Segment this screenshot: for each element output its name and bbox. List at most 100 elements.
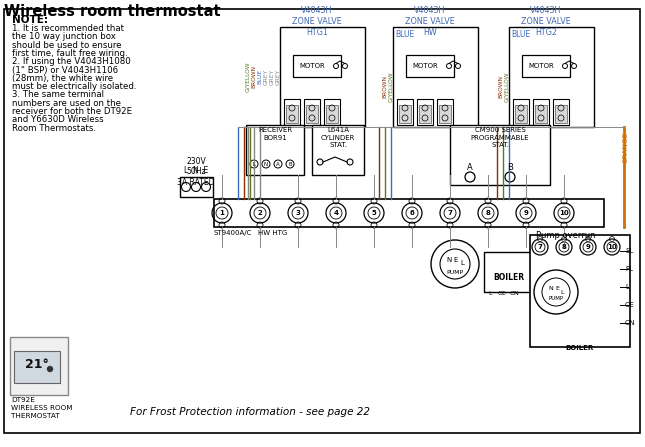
Text: 9: 9 [524,210,528,216]
Text: 3: 3 [295,210,301,216]
Text: L: L [460,260,464,266]
Text: the 10 way junction box: the 10 way junction box [12,32,116,41]
Text: MOTOR: MOTOR [299,63,325,69]
Bar [484,252,534,292]
Bar [14,351,60,383]
Bar [417,99,433,125]
Bar [293,55,341,77]
Text: V4043H
ZONE VALVE
HTG2: V4043H ZONE VALVE HTG2 [521,6,571,37]
Text: HW HTG: HW HTG [258,230,287,236]
Text: Wireless room thermostat: Wireless room thermostat [4,4,221,19]
Text: 8: 8 [562,244,566,250]
Text: SL: SL [625,248,633,254]
Bar [324,99,340,125]
Text: BOILER: BOILER [493,274,524,283]
Text: BROWN: BROWN [499,76,504,98]
Text: 5: 5 [372,210,377,216]
Text: Room Thermostats.: Room Thermostats. [12,124,96,133]
Bar [326,105,338,123]
Text: 1: 1 [219,210,224,216]
Text: 2: 2 [257,210,263,216]
Bar [513,99,529,125]
Text: L: L [625,284,629,290]
Text: 7: 7 [448,210,452,216]
Text: NOTE:: NOTE: [12,15,48,25]
Bar [286,105,298,123]
Text: must be electrically isolated.: must be electrically isolated. [12,82,137,91]
Text: L: L [488,291,491,296]
Bar [397,99,413,125]
Text: receiver for both the DT92E: receiver for both the DT92E [12,107,132,116]
Text: A: A [467,164,473,173]
Bar [553,99,569,125]
Bar [515,105,527,123]
Bar [399,105,411,123]
Text: B: B [288,161,292,166]
Text: ORANGE: ORANGE [623,131,629,163]
Text: should be used to ensure: should be used to ensure [12,41,121,50]
Text: L: L [561,290,564,295]
Bar [450,125,550,185]
Text: DT92E
WIRELESS ROOM
THERMOSTAT: DT92E WIRELESS ROOM THERMOSTAT [11,397,72,419]
Text: N: N [549,287,553,291]
Text: B: B [507,164,513,173]
Text: G/YELLOW: G/YELLOW [504,72,510,102]
Text: 1. It is recommended that: 1. It is recommended that [12,24,124,33]
Text: V4043H
ZONE VALVE
HTG1: V4043H ZONE VALVE HTG1 [292,6,342,37]
Text: 6: 6 [410,210,414,216]
Text: 10: 10 [559,210,569,216]
Text: GREY: GREY [270,69,275,85]
Text: G/YELLOW: G/YELLOW [246,62,250,92]
Text: and Y6630D Wireless: and Y6630D Wireless [12,115,104,124]
Bar [393,27,478,127]
Text: 8: 8 [486,210,490,216]
Text: L  N  E: L N E [184,166,208,175]
Text: OE: OE [625,302,635,308]
Bar [437,99,453,125]
Text: numbers are used on the: numbers are used on the [12,99,121,108]
Bar [406,55,454,77]
Circle shape [48,367,52,371]
Bar [306,105,318,123]
Bar [280,27,365,127]
Text: BLUE: BLUE [257,69,263,84]
Text: MOTOR: MOTOR [412,63,438,69]
Text: MOTOR: MOTOR [528,63,554,69]
Bar [419,105,431,123]
Bar [246,125,304,175]
Text: L: L [252,161,255,166]
Bar [530,235,630,347]
Text: GREY: GREY [264,69,268,85]
Text: BOILER: BOILER [566,345,594,351]
Bar [304,99,320,125]
Text: PUMP: PUMP [446,270,464,274]
Bar [214,199,604,227]
Text: V4043H
ZONE VALVE
HW: V4043H ZONE VALVE HW [405,6,455,37]
Text: 4: 4 [333,210,339,216]
Text: A: A [276,161,280,166]
Text: BLUE: BLUE [511,30,530,39]
Text: ON: ON [509,291,519,296]
Text: Pump overrun: Pump overrun [536,231,596,240]
Text: (1" BSP) or V4043H1106: (1" BSP) or V4043H1106 [12,66,118,75]
Text: first time, fault free wiring.: first time, fault free wiring. [12,49,128,58]
Text: N: N [446,257,452,263]
Text: L641A
CYLINDER
STAT.: L641A CYLINDER STAT. [321,127,355,148]
Text: OE: OE [497,291,506,296]
Text: 7: 7 [537,244,542,250]
Bar [10,337,68,395]
Text: ON: ON [625,320,635,326]
Bar [535,105,547,123]
Bar [533,99,549,125]
Text: BLUE: BLUE [395,30,414,39]
Bar [284,99,300,125]
Text: BROWN: BROWN [382,76,388,98]
Text: ST9400A/C: ST9400A/C [214,230,252,236]
Text: PL: PL [625,266,633,272]
Text: E: E [454,257,458,263]
Bar [312,125,364,175]
Text: (28mm), the white wire: (28mm), the white wire [12,74,113,83]
Text: 2. If using the V4043H1080: 2. If using the V4043H1080 [12,57,131,66]
Text: 3. The same terminal: 3. The same terminal [12,90,104,99]
Text: BROWN: BROWN [252,66,257,89]
